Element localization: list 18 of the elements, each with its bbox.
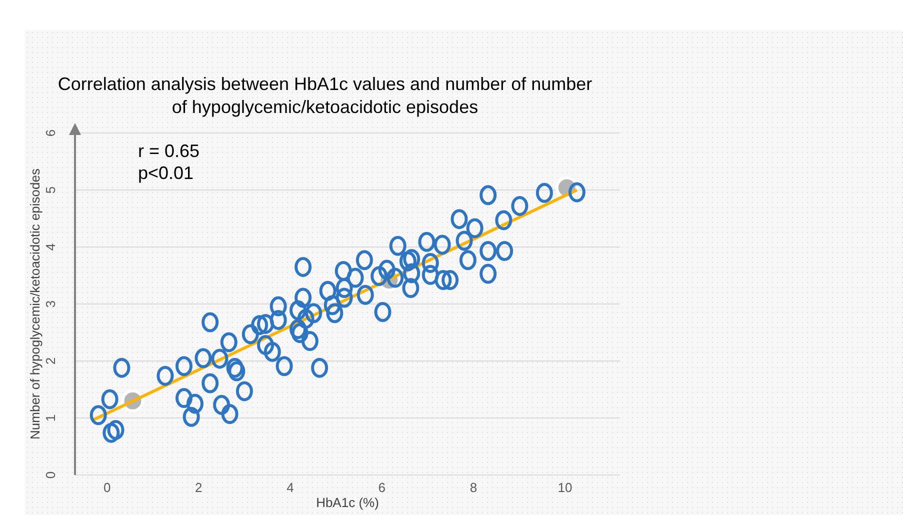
chart-title: Correlation analysis between HbA1c values and number of number of hypoglycemic/ketoacidotic episodes <box>56 73 594 119</box>
y-tick-label: 6 <box>43 129 58 137</box>
annotation: r = 0.65 <box>138 140 200 162</box>
x-tick-label: 2 <box>195 480 202 496</box>
x-axis-title: HbA1c (%) <box>316 495 379 510</box>
x-tick-label: 8 <box>470 480 478 496</box>
y-tick-label: 5 <box>43 186 58 194</box>
y-tick-label: 1 <box>43 414 58 422</box>
x-tick-label: 6 <box>378 480 386 496</box>
y-tick-label: 0 <box>43 471 58 479</box>
y-tick-label: 2 <box>43 357 58 365</box>
y-tick-label: 3 <box>43 300 58 308</box>
y-tick-label: 4 <box>43 243 58 251</box>
y-axis-title: Number of hypoglycemic/ketoacidotic episodes <box>28 168 43 440</box>
x-tick-label: 4 <box>286 480 294 496</box>
x-tick-label: 10 <box>558 480 572 496</box>
annotation: p<0.01 <box>138 162 195 184</box>
x-tick-label: 0 <box>103 480 111 496</box>
